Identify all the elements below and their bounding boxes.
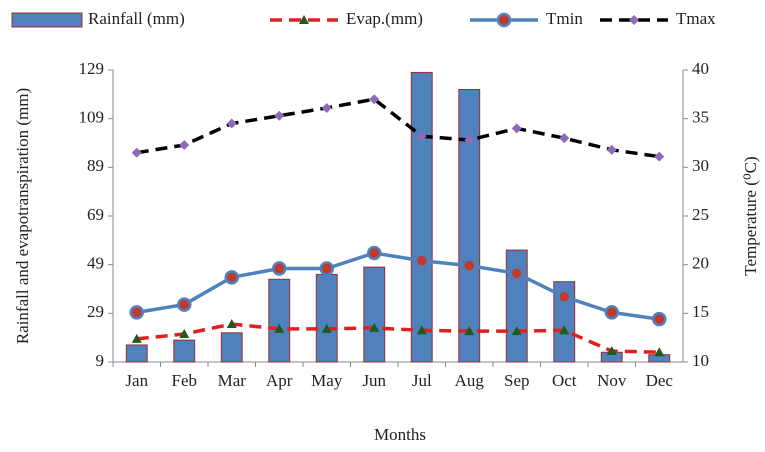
y2-axis-label: Temperature (⁰C) (741, 156, 760, 275)
y-tick-label: 9 (96, 351, 105, 370)
marker (464, 135, 475, 146)
legend-label: Tmin (546, 9, 583, 28)
y2-tick-label: 10 (692, 351, 709, 370)
marker (321, 323, 332, 333)
bar (315, 273, 338, 363)
y-tick-label: 49 (87, 254, 104, 273)
bar (125, 344, 148, 363)
marker (226, 319, 237, 329)
y-tick-label: 89 (87, 156, 104, 175)
legend-label: Evap.(mm) (346, 9, 423, 28)
y2-tick-label: 25 (692, 205, 709, 224)
y2-tick-label: 30 (692, 156, 709, 175)
y2-tick-label: 40 (692, 59, 709, 78)
marker (274, 323, 285, 333)
marker (654, 347, 665, 357)
marker (319, 261, 334, 276)
x-tick-label: Mar (218, 371, 247, 390)
marker (177, 297, 192, 312)
marker (414, 253, 429, 269)
marker (131, 147, 142, 158)
marker (179, 139, 190, 150)
bar (410, 71, 433, 363)
y-tick-label: 69 (87, 205, 104, 224)
marker (369, 322, 380, 332)
y-axis-label: Rainfall and evapotranspiration (mm) (13, 88, 32, 344)
legend-marker (629, 15, 639, 25)
line (136, 97, 660, 159)
legend-marker (496, 12, 512, 28)
marker (272, 261, 287, 276)
legend-swatch (11, 12, 83, 28)
x-tick-label: Nov (597, 371, 627, 390)
y-tick-label: 29 (87, 302, 104, 321)
marker (604, 305, 619, 320)
x-tick-label: Feb (172, 371, 198, 390)
x-tick-label: Oct (552, 371, 577, 390)
legend-label: Tmax (676, 9, 716, 28)
x-tick-label: Jul (412, 371, 432, 390)
bar (268, 278, 291, 363)
bar (458, 88, 481, 363)
marker (226, 118, 237, 129)
line (136, 322, 660, 355)
marker (416, 325, 427, 335)
y-tick-label: 129 (79, 59, 105, 78)
line (136, 251, 660, 321)
marker (367, 245, 382, 261)
marker (652, 311, 667, 327)
bar (173, 339, 196, 363)
marker (321, 102, 332, 113)
marker (224, 270, 239, 285)
marker (129, 305, 144, 320)
marker (369, 94, 380, 105)
marker (606, 144, 617, 155)
marker (654, 151, 665, 162)
bar (220, 332, 243, 363)
y2-tick-label: 35 (692, 108, 709, 127)
marker (511, 326, 522, 336)
y-tick-label: 109 (79, 108, 105, 127)
marker (274, 110, 285, 121)
marker (511, 123, 522, 134)
marker (559, 133, 570, 144)
marker (179, 329, 190, 339)
marker (464, 326, 475, 336)
marker (131, 333, 142, 343)
marker (557, 289, 572, 305)
y2-tick-label: 15 (692, 302, 709, 321)
marker (606, 346, 617, 356)
marker (509, 266, 524, 281)
marker (559, 325, 570, 335)
marker (416, 131, 427, 142)
legend-marker (299, 15, 309, 24)
marker (462, 258, 477, 273)
x-tick-label: Jan (125, 371, 148, 390)
x-tick-label: May (311, 371, 343, 390)
x-axis-label: Months (374, 425, 426, 444)
bar (363, 266, 386, 363)
x-tick-label: Aug (455, 371, 485, 390)
legend-label: Rainfall (mm) (88, 9, 185, 28)
x-tick-label: Dec (646, 371, 674, 390)
x-tick-label: Apr (266, 371, 293, 390)
y2-tick-label: 20 (692, 254, 709, 273)
x-tick-label: Jun (362, 371, 386, 390)
x-tick-label: Sep (504, 371, 530, 390)
